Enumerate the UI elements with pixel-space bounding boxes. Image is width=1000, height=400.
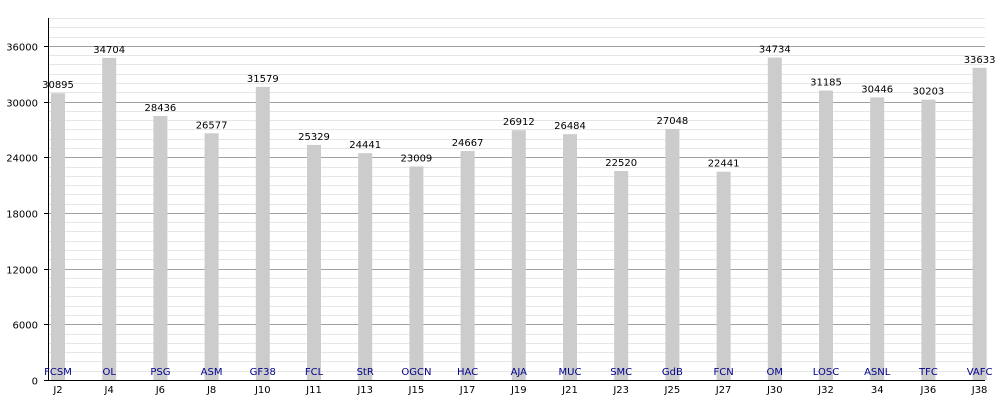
team-label: GdB bbox=[662, 367, 683, 378]
bar bbox=[819, 90, 833, 380]
x-tick-label: J19 bbox=[510, 385, 527, 396]
x-tick-label: J25 bbox=[664, 385, 681, 396]
x-tick-label: J15 bbox=[408, 385, 425, 396]
bar-value-label: 34704 bbox=[93, 45, 125, 56]
y-tick-label: 0 bbox=[32, 377, 38, 388]
bar bbox=[51, 93, 65, 381]
bar-value-label: 24441 bbox=[349, 140, 381, 151]
bar-value-label: 30203 bbox=[912, 87, 944, 98]
bar bbox=[409, 166, 424, 380]
bar bbox=[767, 57, 782, 380]
x-tick-label: 34 bbox=[871, 385, 884, 396]
team-label: FCL bbox=[305, 367, 324, 378]
team-label: OGCN bbox=[401, 367, 431, 378]
bar bbox=[460, 151, 475, 380]
team-label: FCSM bbox=[44, 367, 72, 378]
x-tick-label: J23 bbox=[612, 385, 629, 396]
bar-value-label: 28436 bbox=[144, 103, 176, 114]
x-tick-label: J38 bbox=[971, 385, 988, 396]
bar bbox=[563, 134, 577, 380]
bar bbox=[716, 171, 731, 380]
bar-value-label: 25329 bbox=[298, 132, 330, 143]
bar-value-label: 24667 bbox=[452, 138, 484, 149]
y-tick-label: 12000 bbox=[6, 266, 38, 277]
bar-value-label: 34734 bbox=[759, 45, 791, 56]
bar-value-label: 22441 bbox=[708, 159, 740, 170]
team-label: FCN bbox=[713, 367, 733, 378]
bar bbox=[307, 144, 321, 380]
bar-value-label: 31579 bbox=[247, 74, 279, 85]
bar-value-label: 26484 bbox=[554, 121, 586, 132]
y-tick-label: 18000 bbox=[6, 210, 38, 221]
bar-value-label: 22520 bbox=[605, 158, 637, 169]
y-tick-label: 24000 bbox=[6, 154, 38, 165]
bar-value-label: 23009 bbox=[400, 153, 432, 164]
bar-value-label: 26577 bbox=[196, 120, 228, 131]
bar bbox=[358, 153, 373, 380]
team-label: VAFC bbox=[967, 367, 993, 378]
bar-value-label: 30895 bbox=[42, 80, 74, 91]
team-label: OM bbox=[767, 367, 784, 378]
team-label: HAC bbox=[457, 367, 478, 378]
team-label: TFC bbox=[918, 367, 938, 378]
bar bbox=[665, 128, 680, 380]
team-label: SMC bbox=[610, 367, 632, 378]
x-tick-label: J30 bbox=[766, 385, 783, 396]
y-tick-label: 6000 bbox=[13, 321, 38, 332]
bar-value-label: 27048 bbox=[656, 116, 688, 127]
bar bbox=[511, 130, 526, 380]
bars bbox=[51, 57, 987, 381]
y-tick-label: 30000 bbox=[6, 99, 38, 110]
bar bbox=[921, 99, 936, 380]
bar-value-label: 33633 bbox=[964, 55, 996, 66]
bar bbox=[870, 97, 885, 380]
team-label: StR bbox=[357, 367, 374, 378]
bar-value-label: 30446 bbox=[861, 84, 893, 95]
team-label: LOSC bbox=[813, 367, 839, 378]
x-tick-label: J4 bbox=[104, 385, 114, 396]
bar bbox=[972, 67, 987, 380]
bar-value-label: 31185 bbox=[810, 78, 842, 89]
x-tick-label: J8 bbox=[206, 385, 216, 396]
x-tick-label: J2 bbox=[52, 385, 62, 396]
team-label: ASM bbox=[201, 367, 223, 378]
x-tick-label: J13 bbox=[356, 385, 373, 396]
x-tick-label: J32 bbox=[817, 385, 834, 396]
team-label: MUC bbox=[559, 367, 582, 378]
x-tick-label: J36 bbox=[920, 385, 937, 396]
x-tick-label: J21 bbox=[561, 385, 578, 396]
x-tick-label: J11 bbox=[305, 385, 322, 396]
labels: 0 6000 12000 18000 24000 30000 36000 30895 FCSM J… bbox=[6, 43, 995, 397]
team-label: PSG bbox=[150, 367, 170, 378]
bar-value-label: 26912 bbox=[503, 117, 535, 128]
x-tick-label: J10 bbox=[254, 385, 271, 396]
team-label: ASNL bbox=[864, 367, 891, 378]
bar bbox=[255, 86, 270, 380]
bar bbox=[102, 57, 117, 380]
x-tick-label: J6 bbox=[155, 385, 165, 396]
bar bbox=[153, 116, 168, 380]
team-label: AJA bbox=[511, 367, 528, 378]
x-tick-label: J17 bbox=[459, 385, 476, 396]
bar bbox=[614, 170, 629, 380]
axes bbox=[44, 18, 985, 381]
team-label: GF38 bbox=[250, 367, 276, 378]
x-tick-label: J27 bbox=[715, 385, 732, 396]
y-tick-label: 36000 bbox=[6, 43, 38, 54]
team-label: OL bbox=[102, 367, 116, 378]
bar bbox=[204, 133, 219, 380]
